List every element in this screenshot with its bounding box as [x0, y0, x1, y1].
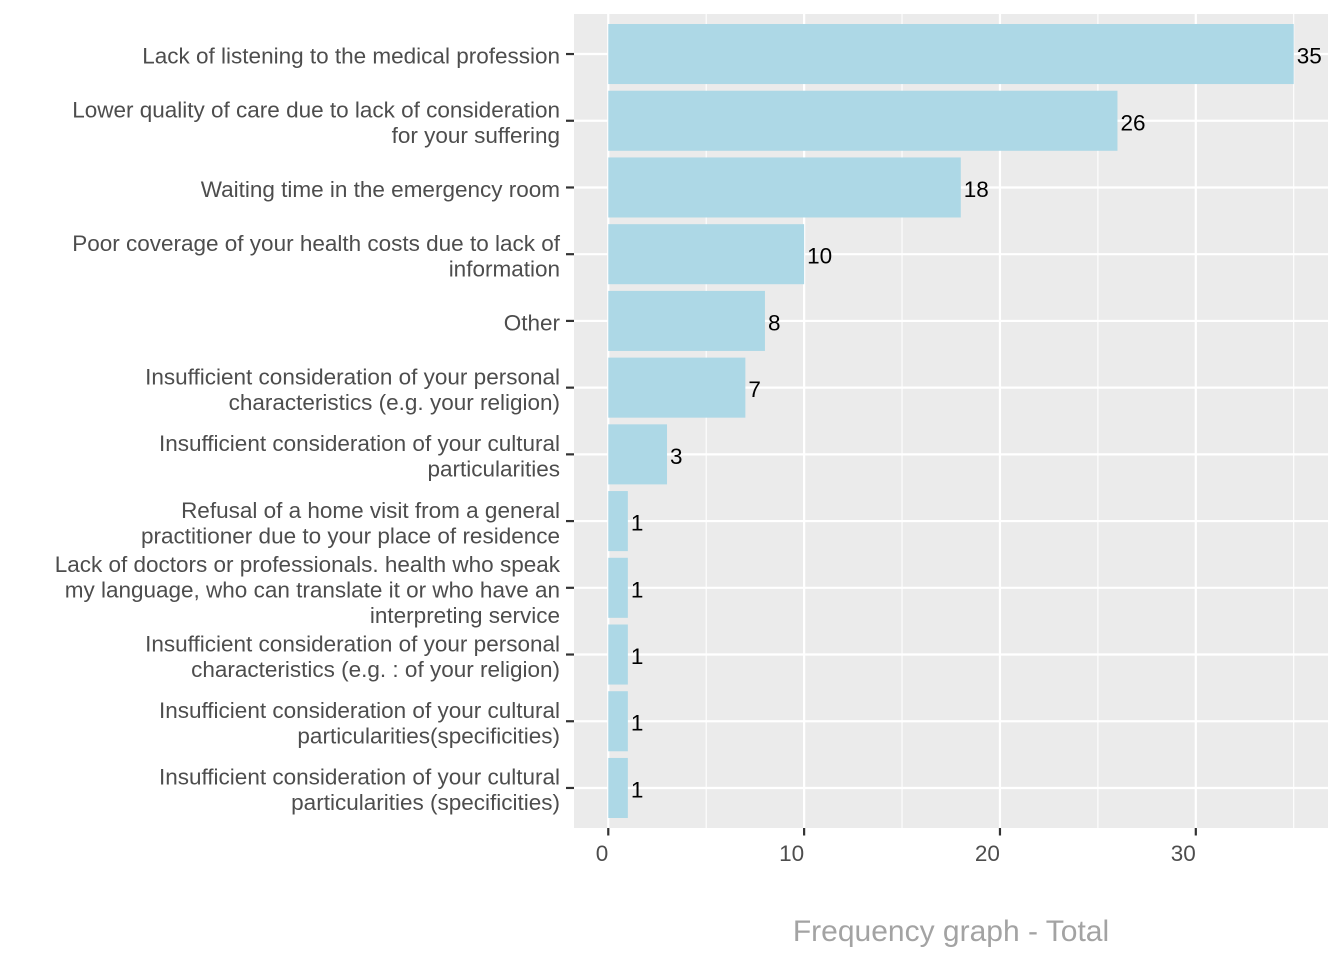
x-axis-tick-label: 0 — [596, 841, 609, 866]
y-axis-category-label: Poor coverage of your health costs due t… — [72, 231, 561, 282]
bars — [608, 24, 1294, 818]
y-axis-category-label: Insufficient consideration of your perso… — [145, 364, 560, 415]
y-axis-category-label: Insufficient consideration of your cultu… — [159, 765, 560, 816]
category-label-line: Insufficient consideration of your perso… — [145, 364, 560, 389]
category-label-line: Other — [504, 310, 561, 335]
category-label-line: Insufficient consideration of your cultu… — [159, 765, 560, 790]
category-label-line: Lower quality of care due to lack of con… — [72, 98, 560, 123]
y-axis-category-label: Lack of listening to the medical profess… — [142, 44, 560, 69]
bar-value-label: 8 — [768, 310, 781, 335]
bar-value-label: 1 — [631, 711, 644, 736]
y-axis-category-label: Refusal of a home visit from a general pr… — [141, 498, 560, 549]
bar — [608, 691, 628, 752]
bar — [608, 157, 961, 218]
bar — [608, 90, 1118, 151]
category-label-line: Insufficient consideration of your cultu… — [159, 431, 560, 456]
bar — [608, 224, 805, 285]
category-label-line: information — [449, 256, 560, 281]
category-label-line: Insufficient consideration of your perso… — [145, 631, 560, 656]
bar — [608, 357, 746, 418]
category-label-line: Lack of listening to the medical profess… — [142, 44, 560, 69]
bar-value-label: 1 — [631, 777, 644, 802]
category-label-line: particularities (specificities) — [291, 790, 560, 815]
x-axis-tick-label: 20 — [975, 841, 1000, 866]
bar-value-label: 1 — [631, 511, 644, 536]
category-label-line: Poor coverage of your health costs due t… — [72, 231, 561, 256]
y-axis: Lack of listening to the medical profess… — [55, 44, 574, 816]
category-label-line: particularities — [427, 457, 560, 482]
bar-value-label: 18 — [964, 177, 989, 202]
x-axis-title: Frequency graph - Total — [793, 915, 1109, 948]
bar-value-label: 7 — [748, 377, 761, 402]
bar — [608, 557, 628, 618]
x-axis-tick-label: 30 — [1171, 841, 1196, 866]
bar-value-label: 1 — [631, 577, 644, 602]
bar — [608, 290, 765, 351]
category-label-line: for your suffering — [392, 123, 560, 148]
y-axis-category-label: Insufficient consideration of your cultu… — [159, 431, 560, 482]
category-label-line: particularities(specificities) — [297, 723, 560, 748]
y-axis-category-label: Other — [504, 310, 561, 335]
bar — [608, 624, 628, 685]
x-axis-tick-label: 10 — [779, 841, 804, 866]
bar-value-label: 3 — [670, 444, 683, 469]
y-axis-category-label: Lower quality of care due to lack of con… — [72, 98, 560, 149]
category-label-line: my language, who can translate it or who… — [65, 577, 560, 602]
category-label-line: practitioner due to your place of reside… — [141, 523, 560, 548]
bar-value-label: 1 — [631, 644, 644, 669]
x-axis: 0 10 20 30 — [596, 828, 1197, 866]
category-label-line: Insufficient consideration of your cultu… — [159, 698, 560, 723]
category-label-line: characteristics (e.g. your religion) — [229, 390, 560, 415]
y-axis-category-label: Lack of doctors or professionals. health… — [55, 552, 561, 628]
bar — [608, 424, 668, 485]
y-axis-category-label: Waiting time in the emergency room — [201, 177, 560, 202]
bar-value-label: 26 — [1120, 110, 1145, 135]
y-axis-category-label: Insufficient consideration of your perso… — [145, 631, 560, 682]
category-label-line: Lack of doctors or professionals. health… — [55, 552, 561, 577]
category-label-line: Waiting time in the emergency room — [201, 177, 560, 202]
bar-value-label: 10 — [807, 244, 832, 269]
value-labels: 35 26 18 10 8 7 3 1 1 1 1 1 — [631, 44, 1322, 803]
y-axis-category-label: Insufficient consideration of your cultu… — [159, 698, 560, 749]
bar-value-label: 35 — [1297, 44, 1322, 69]
category-label-line: characteristics (e.g. : of your religion… — [191, 657, 560, 682]
category-label-line: interpreting service — [370, 603, 560, 628]
bar — [608, 491, 628, 552]
bar — [608, 24, 1294, 85]
category-label-line: Refusal of a home visit from a general — [181, 498, 560, 523]
bar — [608, 757, 628, 818]
